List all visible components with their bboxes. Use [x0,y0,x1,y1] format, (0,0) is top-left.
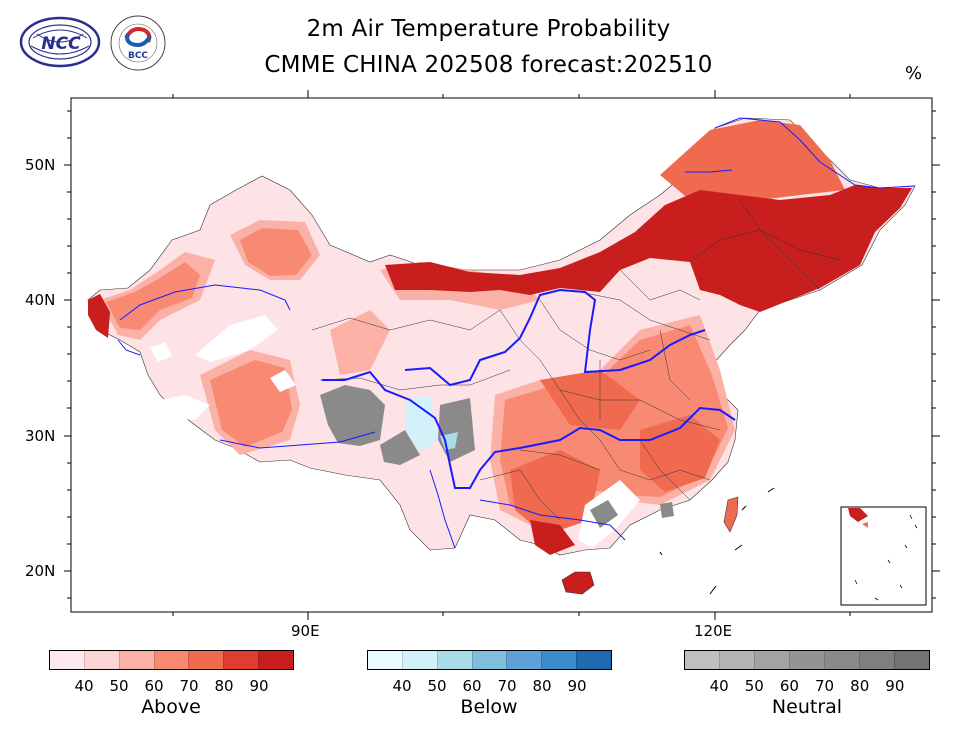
coastline-islands [659,487,775,595]
colorbar-tick-label: 80 [850,677,870,695]
colorbar-swatch [685,651,719,669]
colorbar-above [49,650,294,670]
chart-subtitle: CMME CHINA 202508 forecast:202510 [264,52,713,78]
lat-label-30n: 30N [25,427,56,445]
bcc-logo: BCC [108,14,168,72]
colorbar-above-label: Above [141,696,201,718]
region-above-70 [240,228,312,276]
province-boundaries [311,199,841,521]
colorbar-tick-label: 60 [779,677,799,695]
colorbar-swatch [368,651,402,669]
colorbar-swatch [50,651,84,669]
colorbar-tick-label: 70 [497,677,517,695]
colorbar-neutral-label: Neutral [771,696,843,718]
major-rivers [322,288,736,489]
colorbar-tick-label: 40 [74,677,94,695]
colorbar-swatch [576,651,612,669]
colorbar-swatch [118,651,154,669]
svg-text:BCC: BCC [128,51,148,61]
colorbar-tick-label: 60 [144,677,164,695]
region-above-90 [385,185,912,312]
region-no-signal [195,315,278,362]
lon-label-120e: 120E [694,622,733,640]
lat-label-50n: 50N [25,156,56,174]
colorbar-swatch [894,651,929,669]
colorbar-swatch [471,651,507,669]
colorbar-tick-label: 50 [744,677,764,695]
colorbar-swatch [719,651,754,669]
colorbar-swatch [401,651,437,669]
colorbar-tick-label: 90 [885,677,905,695]
south-china-sea-inset [840,506,927,606]
ncc-logo: NCC [19,16,101,68]
colorbar-tick-label: 40 [392,677,412,695]
lon-label-90e: 90E [291,622,320,640]
unit-label: % [905,63,923,84]
yellow-river [404,288,706,387]
colorbar-swatch [223,651,259,669]
lat-label-40n: 40N [25,291,56,309]
hainan [561,571,595,595]
colorbar-swatch [258,651,294,669]
colorbar-tick-label: 50 [427,677,447,695]
yangtze-river [322,370,736,489]
colorbar-tick-label: 90 [567,677,587,695]
colorbar-tick-label: 50 [109,677,129,695]
colorbar-swatch [188,651,224,669]
lat-label-20n: 20N [25,562,56,580]
axis-ticks [64,90,940,620]
colorbar-neutral [684,650,930,670]
colorbar-swatch [824,651,859,669]
colorbar-tick-label: 80 [532,677,552,695]
colorbar-tick-label: 70 [815,677,835,695]
axis-minor-ticks [67,94,936,616]
chart-title: 2m Air Temperature Probability [306,16,671,42]
colorbar-swatch [859,651,894,669]
colorbar-tick-label: 70 [179,677,199,695]
minor-rivers [117,117,916,549]
colorbar-swatch [83,651,119,669]
colorbar-swatch [436,651,472,669]
colorbar-below [367,650,612,670]
colorbar-tick-label: 60 [462,677,482,695]
colorbar-tick-label: 40 [709,677,729,695]
colorbar-swatch [789,651,824,669]
colorbar-swatch [153,651,189,669]
taiwan [723,496,739,533]
region-below-50 [405,395,438,452]
colorbar-swatch [541,651,577,669]
colorbar-below-label: Below [460,696,518,718]
colorbar-swatch [506,651,542,669]
region-above-80 [510,450,600,535]
colorbar-swatch [754,651,789,669]
colorbar-tick-label: 80 [214,677,234,695]
colorbar-tick-label: 90 [249,677,269,695]
region-neutral [320,385,385,446]
svg-text:NCC: NCC [41,34,81,54]
